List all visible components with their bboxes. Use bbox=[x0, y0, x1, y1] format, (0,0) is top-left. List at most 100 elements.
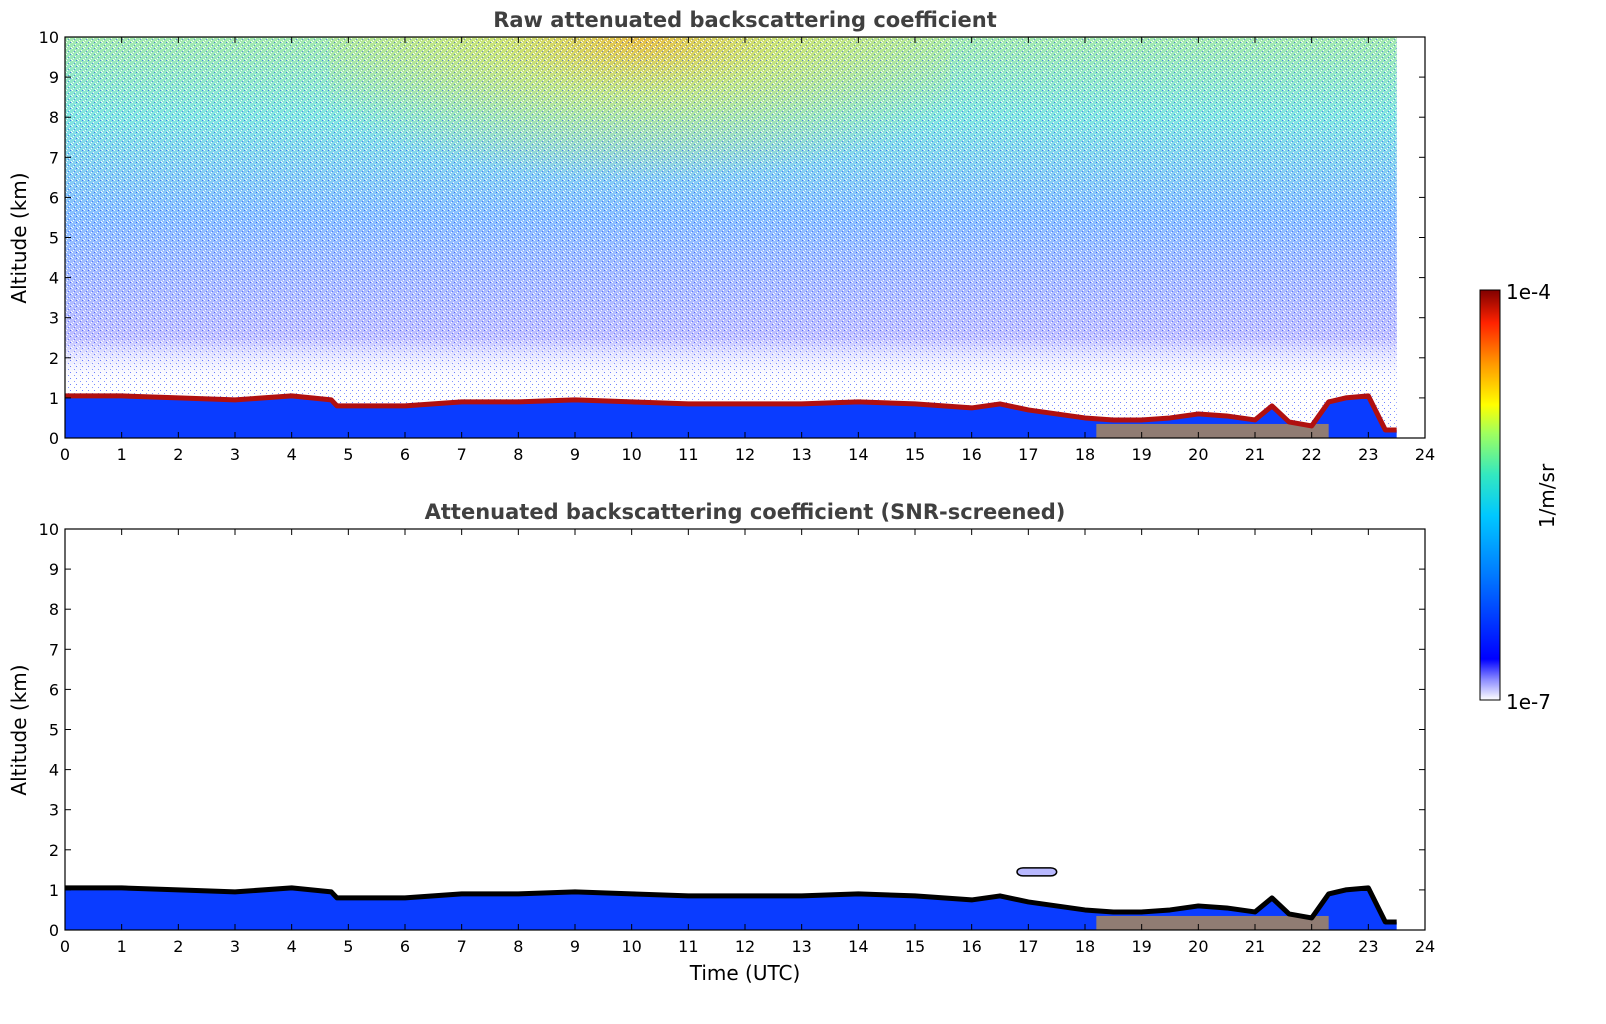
screened-x-tick-label: 7 bbox=[457, 937, 467, 956]
screened-y-tick-label: 8 bbox=[49, 600, 59, 619]
raw-x-tick-label: 9 bbox=[570, 445, 580, 464]
panel-screened: Attenuated backscattering coefficient (S… bbox=[7, 500, 1435, 985]
raw-y-label: Altitude (km) bbox=[7, 172, 31, 303]
raw-y-tick-label: 4 bbox=[49, 269, 59, 288]
screened-x-tick-label: 5 bbox=[343, 937, 353, 956]
raw-x-tick-label: 11 bbox=[678, 445, 698, 464]
raw-y-axis: 0 1 2 3 4 5 6 7 8 9 10 bbox=[39, 28, 1425, 448]
colorbar-unit-label: 1/m/sr bbox=[1535, 463, 1559, 528]
screened-y-tick-label: 7 bbox=[49, 640, 59, 659]
raw-y-tick-label: 7 bbox=[49, 148, 59, 167]
screened-x-tick-label: 11 bbox=[678, 937, 698, 956]
raw-x-tick-label: 18 bbox=[1075, 445, 1095, 464]
panel-screened-title: Attenuated backscattering coefficient (S… bbox=[425, 500, 1066, 524]
screened-y-tick-label: 4 bbox=[49, 761, 59, 780]
screened-y-label: Altitude (km) bbox=[7, 664, 31, 795]
panel-raw: Raw attenuated backscattering coefficien… bbox=[7, 8, 1435, 464]
screened-x-tick-label: 9 bbox=[570, 937, 580, 956]
screened-axes-frame bbox=[64, 528, 1426, 931]
raw-x-tick-label: 22 bbox=[1301, 445, 1321, 464]
raw-x-tick-label: 0 bbox=[60, 445, 70, 464]
raw-x-tick-label: 4 bbox=[287, 445, 297, 464]
screened-x-tick-label: 6 bbox=[400, 937, 410, 956]
raw-y-tick-label: 5 bbox=[49, 229, 59, 248]
screened-layer-top-edge bbox=[65, 885, 1397, 925]
raw-y-tick-label: 9 bbox=[49, 68, 59, 87]
raw-x-tick-label: 5 bbox=[343, 445, 353, 464]
screened-x-tick-label: 18 bbox=[1075, 937, 1095, 956]
raw-y-tick-label: 1 bbox=[49, 389, 59, 408]
screened-boundary-layer bbox=[65, 885, 1397, 930]
screened-x-tick-label: 17 bbox=[1018, 937, 1038, 956]
screened-x-tick-label: 21 bbox=[1245, 937, 1265, 956]
screened-x-tick-label: 12 bbox=[735, 937, 755, 956]
raw-x-tick-label: 6 bbox=[400, 445, 410, 464]
raw-x-tick-label: 10 bbox=[621, 445, 641, 464]
screened-surface-enhancement bbox=[1096, 915, 1329, 930]
raw-x-tick-label: 21 bbox=[1245, 445, 1265, 464]
screened-x-tick-label: 14 bbox=[848, 937, 868, 956]
screened-x-tick-label: 4 bbox=[287, 937, 297, 956]
screened-x-tick-label: 8 bbox=[513, 937, 523, 956]
screened-y-tick-label: 0 bbox=[49, 921, 59, 940]
screened-x-tick-label: 24 bbox=[1415, 937, 1435, 956]
screened-elevated-layer bbox=[1016, 867, 1058, 877]
raw-y-tick-label: 6 bbox=[49, 188, 59, 207]
raw-x-tick-label: 16 bbox=[961, 445, 981, 464]
raw-x-tick-label: 17 bbox=[1018, 445, 1038, 464]
raw-x-tick-label: 12 bbox=[735, 445, 755, 464]
colorbar-min-label: 1e-7 bbox=[1506, 690, 1551, 714]
screened-y-tick-label: 1 bbox=[49, 881, 59, 900]
screened-x-label: Time (UTC) bbox=[689, 961, 801, 985]
raw-x-tick-label: 14 bbox=[848, 445, 868, 464]
screened-y-tick-label: 9 bbox=[49, 560, 59, 579]
raw-x-tick-label: 15 bbox=[905, 445, 925, 464]
raw-x-tick-label: 23 bbox=[1358, 445, 1378, 464]
raw-x-tick-label: 2 bbox=[173, 445, 183, 464]
colorbar-max-label: 1e-4 bbox=[1506, 280, 1551, 304]
screened-x-tick-label: 0 bbox=[60, 937, 70, 956]
raw-x-tick-label: 7 bbox=[457, 445, 467, 464]
raw-x-tick-label: 8 bbox=[513, 445, 523, 464]
raw-boundary-layer bbox=[65, 393, 1397, 438]
screened-x-tick-label: 2 bbox=[173, 937, 183, 956]
raw-x-tick-label: 20 bbox=[1188, 445, 1208, 464]
raw-x-tick-label: 19 bbox=[1131, 445, 1151, 464]
raw-x-tick-label: 13 bbox=[791, 445, 811, 464]
raw-x-tick-label: 1 bbox=[117, 445, 127, 464]
raw-x-axis: 0 1 2 3 4 5 6 7 8 9 10 11 12 13 14 15 16 17 18 19 20 21 22 23 24 bbox=[60, 37, 1435, 464]
screened-y-tick-label: 10 bbox=[39, 520, 59, 539]
screened-y-tick-label: 6 bbox=[49, 680, 59, 699]
screened-y-axis: 0 1 2 3 4 5 6 7 8 9 10 bbox=[39, 520, 1425, 940]
screened-y-tick-label: 5 bbox=[49, 721, 59, 740]
raw-y-tick-label: 0 bbox=[49, 429, 59, 448]
screened-x-tick-label: 23 bbox=[1358, 937, 1378, 956]
raw-x-tick-label: 24 bbox=[1415, 445, 1435, 464]
screened-x-tick-label: 15 bbox=[905, 937, 925, 956]
screened-y-tick-label: 3 bbox=[49, 801, 59, 820]
colorbar: 1e-4 1e-7 1/m/sr bbox=[1479, 280, 1559, 714]
raw-speckle bbox=[65, 37, 1397, 438]
screened-y-tick-label: 2 bbox=[49, 841, 59, 860]
raw-y-tick-label: 2 bbox=[49, 349, 59, 368]
screened-x-axis: 0 1 2 3 4 5 6 7 8 9 10 11 12 13 14 15 16 17 18 19 20 21 22 23 24 bbox=[60, 529, 1435, 956]
raw-y-tick-label: 3 bbox=[49, 309, 59, 328]
raw-heatmap bbox=[65, 37, 1397, 438]
screened-x-tick-label: 22 bbox=[1301, 937, 1321, 956]
raw-x-tick-label: 3 bbox=[230, 445, 240, 464]
raw-y-tick-label: 8 bbox=[49, 108, 59, 127]
screened-heatmap bbox=[65, 867, 1397, 930]
screened-x-tick-label: 19 bbox=[1131, 937, 1151, 956]
screened-x-tick-label: 20 bbox=[1188, 937, 1208, 956]
screened-x-tick-label: 3 bbox=[230, 937, 240, 956]
raw-layer-top-edge bbox=[65, 393, 1397, 433]
screened-x-tick-label: 16 bbox=[961, 937, 981, 956]
screened-x-tick-label: 13 bbox=[791, 937, 811, 956]
screened-x-tick-label: 10 bbox=[621, 937, 641, 956]
raw-surface-enhancement bbox=[1096, 423, 1329, 438]
panel-raw-title: Raw attenuated backscattering coefficien… bbox=[493, 8, 997, 32]
screened-x-tick-label: 1 bbox=[117, 937, 127, 956]
colorbar-gradient bbox=[1479, 289, 1501, 701]
